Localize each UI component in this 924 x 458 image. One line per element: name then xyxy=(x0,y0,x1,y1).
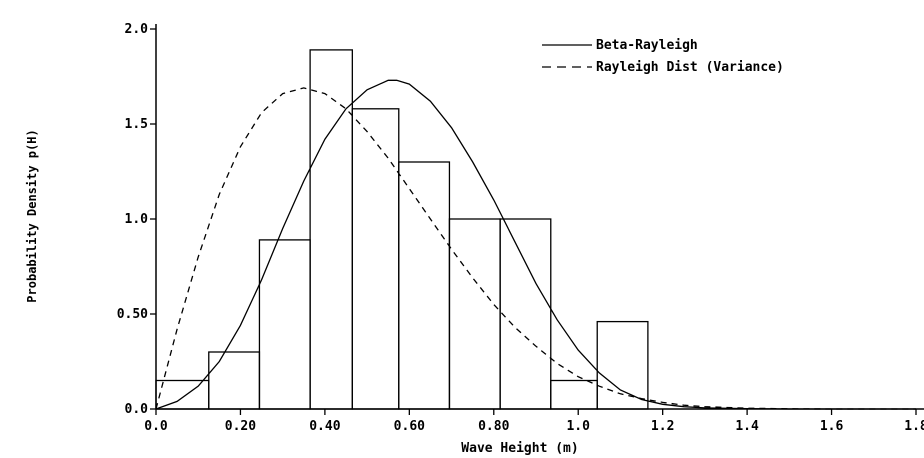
y-tick-label-0: 0.0 xyxy=(125,402,149,417)
x-axis-label: Wave Height (m) xyxy=(461,441,578,456)
x-tick-label-1: 0.20 xyxy=(225,419,256,434)
y-tick-label-2: 1.0 xyxy=(125,212,149,227)
histogram-bar-4 xyxy=(351,108,400,410)
histogram-bar-8 xyxy=(550,379,598,410)
series-line-beta-rayleigh xyxy=(155,79,916,410)
series-line-rayleigh xyxy=(155,87,916,410)
legend-label-beta-rayleigh: Beta-Rayleigh xyxy=(596,38,698,53)
curves xyxy=(155,79,916,410)
y-ticks: 0.0 0.50 1.0 1.5 2.0 xyxy=(117,22,156,417)
histogram-bar-7 xyxy=(499,218,552,410)
x-tick-label-8: 1.6 xyxy=(820,419,844,434)
x-tick-label-5: 1.0 xyxy=(566,419,590,434)
histogram-bars xyxy=(155,49,649,410)
y-tick-label-3: 1.5 xyxy=(125,117,148,132)
histogram-bar-6 xyxy=(448,218,501,410)
x-tick-label-6: 1.2 xyxy=(651,419,674,434)
x-tick-label-7: 1.4 xyxy=(735,419,759,434)
x-tick-label-0: 0.0 xyxy=(144,419,168,434)
x-ticks: 0.0 0.20 0.40 0.60 0.80 1.0 1.2 1.4 1.6 1.8 xyxy=(144,409,924,434)
histogram-bar-3 xyxy=(309,49,353,410)
axes xyxy=(155,24,924,410)
y-axis-label: Probability Density p(H) xyxy=(25,129,39,302)
y-tick-label-4: 2.0 xyxy=(125,22,149,37)
legend: Beta-Rayleigh Rayleigh Dist (Variance) xyxy=(542,38,784,75)
x-tick-label-2: 0.40 xyxy=(309,419,340,434)
histogram-bar-5 xyxy=(398,161,451,410)
histogram-bar-9 xyxy=(596,320,649,410)
x-tick-label-9: 1.8 xyxy=(904,419,924,434)
y-tick-label-1: 0.50 xyxy=(117,307,148,322)
x-tick-label-4: 0.80 xyxy=(478,419,509,434)
histogram-bar-0 xyxy=(155,379,210,410)
x-tick-label-3: 0.60 xyxy=(394,419,425,434)
histogram-bar-1 xyxy=(208,351,261,410)
legend-label-rayleigh: Rayleigh Dist (Variance) xyxy=(596,60,784,75)
